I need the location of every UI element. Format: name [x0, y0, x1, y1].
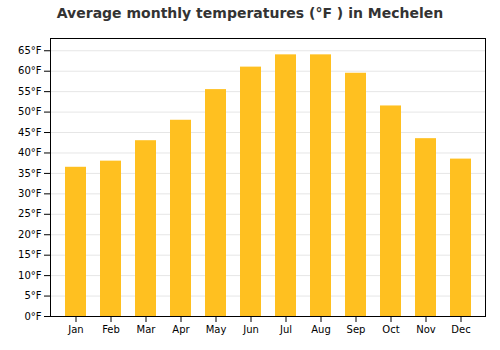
svg-text:60°F: 60°F	[18, 65, 42, 76]
svg-text:Feb: Feb	[102, 324, 120, 335]
svg-text:45°F: 45°F	[18, 127, 42, 138]
svg-text:May: May	[206, 324, 227, 335]
svg-text:Mar: Mar	[137, 324, 157, 335]
svg-text:0°F: 0°F	[24, 311, 41, 322]
svg-text:50°F: 50°F	[18, 106, 42, 117]
svg-text:40°F: 40°F	[18, 147, 42, 158]
svg-text:5°F: 5°F	[24, 290, 41, 301]
svg-text:55°F: 55°F	[18, 86, 42, 97]
svg-text:35°F: 35°F	[18, 168, 42, 179]
svg-text:65°F: 65°F	[18, 45, 42, 56]
svg-text:15°F: 15°F	[18, 249, 42, 260]
svg-text:Jun: Jun	[242, 324, 259, 335]
svg-text:25°F: 25°F	[18, 208, 42, 219]
svg-text:Jul: Jul	[279, 324, 292, 335]
svg-text:Sep: Sep	[347, 324, 366, 335]
svg-text:Oct: Oct	[382, 324, 399, 335]
svg-text:Apr: Apr	[172, 324, 190, 335]
svg-text:Aug: Aug	[311, 324, 331, 335]
svg-text:30°F: 30°F	[18, 188, 42, 199]
html-text:Average monthly temperatures (: Average monthly temperatures (°F ) in Me…	[56, 5, 444, 21]
svg-text:Nov: Nov	[416, 324, 436, 335]
svg-text:Dec: Dec	[451, 324, 470, 335]
svg-text:10°F: 10°F	[18, 270, 42, 281]
svg-text:20°F: 20°F	[18, 229, 42, 240]
svg-text:Jan: Jan	[67, 324, 83, 335]
